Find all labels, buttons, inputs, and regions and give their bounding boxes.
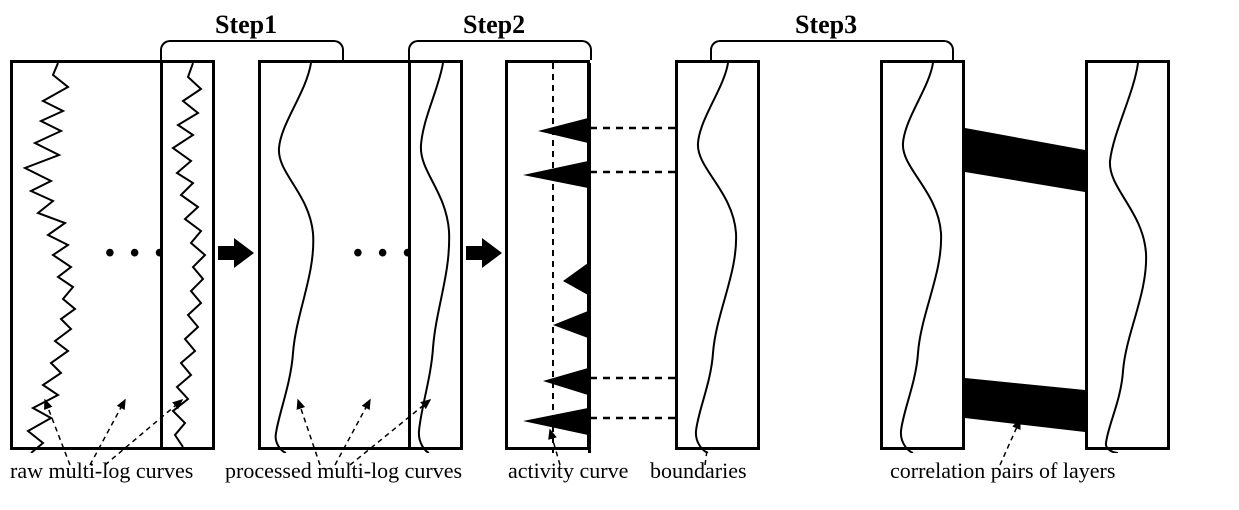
curve-raw-2 xyxy=(173,63,205,447)
curve-corr-1 xyxy=(901,63,941,453)
curve-well-1 xyxy=(696,63,736,453)
caption-activity: activity curve xyxy=(508,458,628,484)
panel-raw-2 xyxy=(160,60,215,450)
caption-corr: correlation pairs of layers xyxy=(890,458,1115,484)
brace-step3 xyxy=(710,40,954,60)
corr-layer-2 xyxy=(965,378,1085,432)
ellipsis-proc: • • • xyxy=(353,238,416,270)
panel-activity xyxy=(505,60,590,450)
label-step2: Step2 xyxy=(463,10,525,40)
arrow-1 xyxy=(218,240,253,266)
caption-raw: raw multi-log curves xyxy=(10,458,193,484)
activity-fill xyxy=(523,63,591,453)
arrow-2 xyxy=(466,240,501,266)
brace-step1 xyxy=(160,40,344,60)
panel-corr-well-2 xyxy=(1085,60,1170,450)
corr-layer-1 xyxy=(965,128,1085,192)
figure-root: Step1 Step2 Step3 • • • • • • xyxy=(10,10,1230,500)
caption-proc: processed multi-log curves xyxy=(225,458,462,484)
panel-proc-2 xyxy=(408,60,463,450)
ellipsis-raw: • • • xyxy=(105,238,168,270)
curve-proc-1 xyxy=(276,63,314,453)
curve-proc-2 xyxy=(419,63,449,453)
panel-well-1 xyxy=(675,60,760,450)
curve-corr-2 xyxy=(1106,63,1146,453)
brace-step2 xyxy=(408,40,592,60)
panel-raw-1 xyxy=(10,60,95,450)
curve-raw-1 xyxy=(25,63,75,453)
label-step1: Step1 xyxy=(215,10,277,40)
label-step3: Step3 xyxy=(795,10,857,40)
caption-bound: boundaries xyxy=(650,458,747,484)
panel-corr-well-1 xyxy=(880,60,965,450)
panel-proc-1 xyxy=(258,60,343,450)
